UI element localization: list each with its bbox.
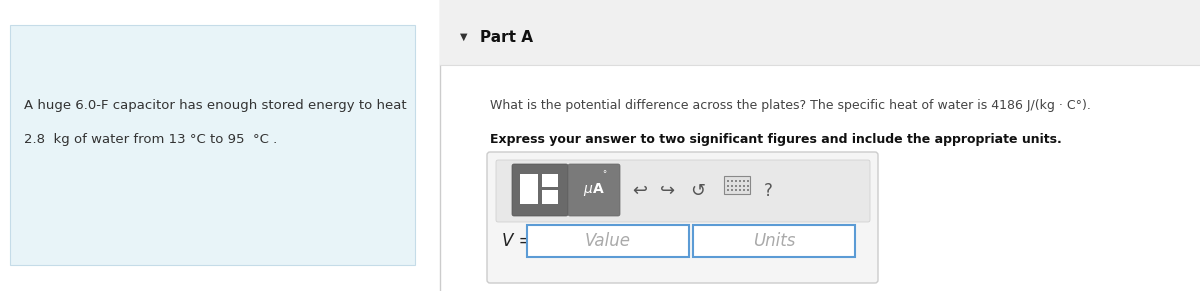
- Text: Express your answer to two significant figures and include the appropriate units: Express your answer to two significant f…: [490, 134, 1062, 146]
- FancyBboxPatch shape: [568, 164, 620, 216]
- Text: °: °: [602, 171, 606, 180]
- Bar: [694, 225, 854, 257]
- Text: A huge 6.0-F capacitor has enough stored energy to heat: A huge 6.0-F capacitor has enough stored…: [24, 98, 407, 111]
- Bar: [739, 185, 742, 187]
- Bar: [724, 176, 750, 194]
- Bar: [731, 185, 733, 187]
- Bar: [746, 185, 749, 187]
- Bar: [734, 180, 737, 182]
- Bar: [527, 225, 689, 257]
- Bar: [520, 174, 538, 204]
- Bar: [10, 25, 415, 265]
- Bar: [440, 0, 1200, 65]
- Bar: [739, 189, 742, 191]
- Text: ↩: ↩: [632, 182, 648, 200]
- FancyBboxPatch shape: [512, 164, 568, 216]
- Bar: [746, 189, 749, 191]
- Bar: [746, 180, 749, 182]
- Bar: [727, 185, 730, 187]
- Text: ↺: ↺: [690, 182, 706, 200]
- Bar: [743, 189, 745, 191]
- Text: Value: Value: [586, 232, 631, 250]
- Bar: [731, 180, 733, 182]
- Text: Part A: Part A: [480, 29, 533, 45]
- Bar: [743, 185, 745, 187]
- Bar: [743, 180, 745, 182]
- Text: Units: Units: [752, 232, 796, 250]
- Bar: [731, 189, 733, 191]
- Text: ▼: ▼: [460, 32, 468, 42]
- Text: $\mu$A: $\mu$A: [583, 182, 605, 198]
- FancyBboxPatch shape: [487, 152, 878, 283]
- Bar: [542, 174, 558, 187]
- Bar: [727, 189, 730, 191]
- Bar: [734, 189, 737, 191]
- Bar: [542, 190, 558, 204]
- Text: ?: ?: [763, 182, 773, 200]
- Text: 2.8  kg of water from 13 °C to 95  °C .: 2.8 kg of water from 13 °C to 95 °C .: [24, 134, 277, 146]
- FancyBboxPatch shape: [496, 160, 870, 222]
- Text: V =: V =: [502, 232, 533, 250]
- Bar: [727, 180, 730, 182]
- Bar: [739, 180, 742, 182]
- Text: What is the potential difference across the plates? The specific heat of water i: What is the potential difference across …: [490, 98, 1091, 111]
- Text: ↪: ↪: [660, 182, 676, 200]
- Bar: [734, 185, 737, 187]
